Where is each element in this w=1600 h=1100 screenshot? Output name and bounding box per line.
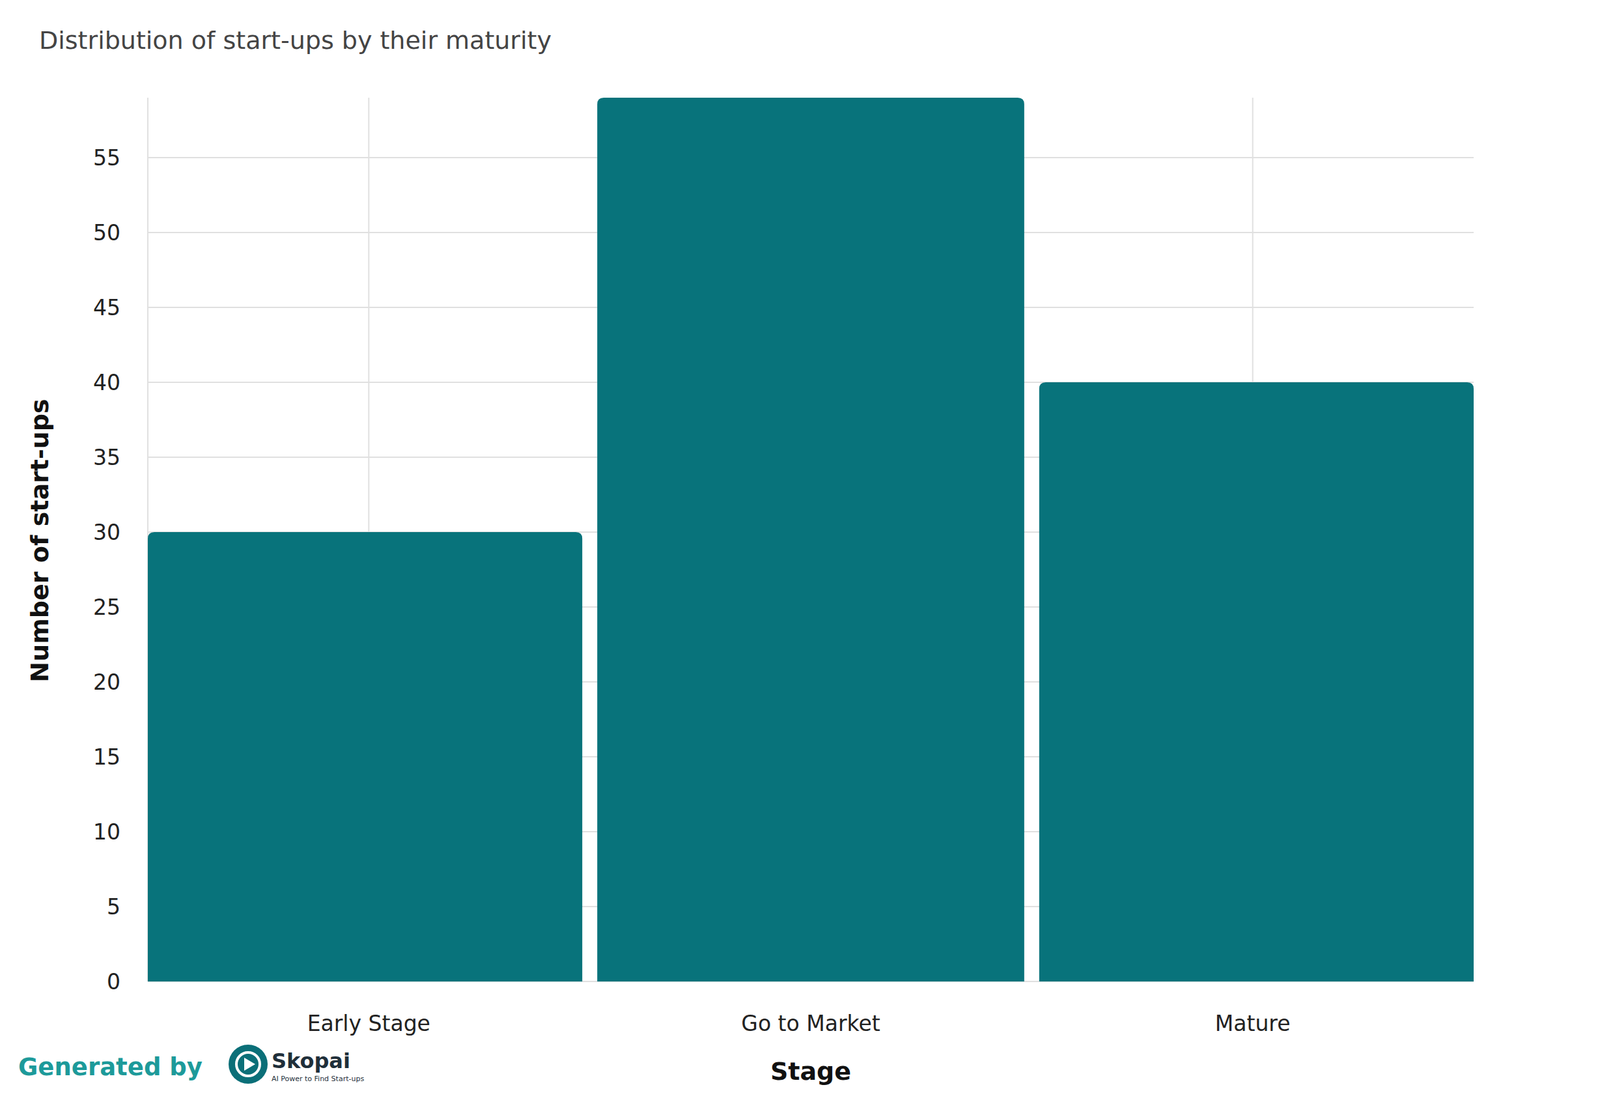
bar <box>1039 382 1474 982</box>
footer-text: Generated by <box>18 1052 203 1081</box>
y-tick-label: 20 <box>93 669 121 695</box>
x-axis-title: Stage <box>770 1056 852 1086</box>
y-tick-label: 40 <box>93 369 121 396</box>
x-tick-label: Early Stage <box>307 1010 431 1037</box>
grid <box>147 97 1474 982</box>
y-tick-label: 10 <box>93 819 121 845</box>
y-tick-label: 35 <box>93 444 121 471</box>
bar <box>597 97 1025 982</box>
logo-ring <box>236 1052 260 1076</box>
title: Distribution of start-ups by their matur… <box>39 26 552 55</box>
x-tick-label: Go to Market <box>741 1010 880 1037</box>
chart: Distribution of start-ups by their matur… <box>0 0 1600 1100</box>
y-tick-label: 15 <box>93 744 121 770</box>
logo-tagline: AI Power to Find Start-ups <box>271 1074 365 1083</box>
y-tick-label: 55 <box>93 145 121 171</box>
bars <box>147 97 1474 982</box>
bar <box>147 532 583 982</box>
y-axis-title: Number of start-ups <box>25 398 55 682</box>
y-tick-label: 5 <box>106 894 121 920</box>
logo-name: Skopai <box>271 1048 351 1074</box>
y-tick-label: 45 <box>93 294 121 321</box>
logo-circle <box>228 1044 268 1084</box>
logo <box>228 1044 268 1084</box>
y-tick-label: 0 <box>106 968 121 995</box>
y-tick-label: 25 <box>93 594 121 620</box>
logo-play <box>244 1057 256 1071</box>
x-tick-label: Mature <box>1215 1010 1291 1037</box>
y-tick-label: 50 <box>93 220 121 246</box>
y-tick-label: 30 <box>93 519 121 546</box>
